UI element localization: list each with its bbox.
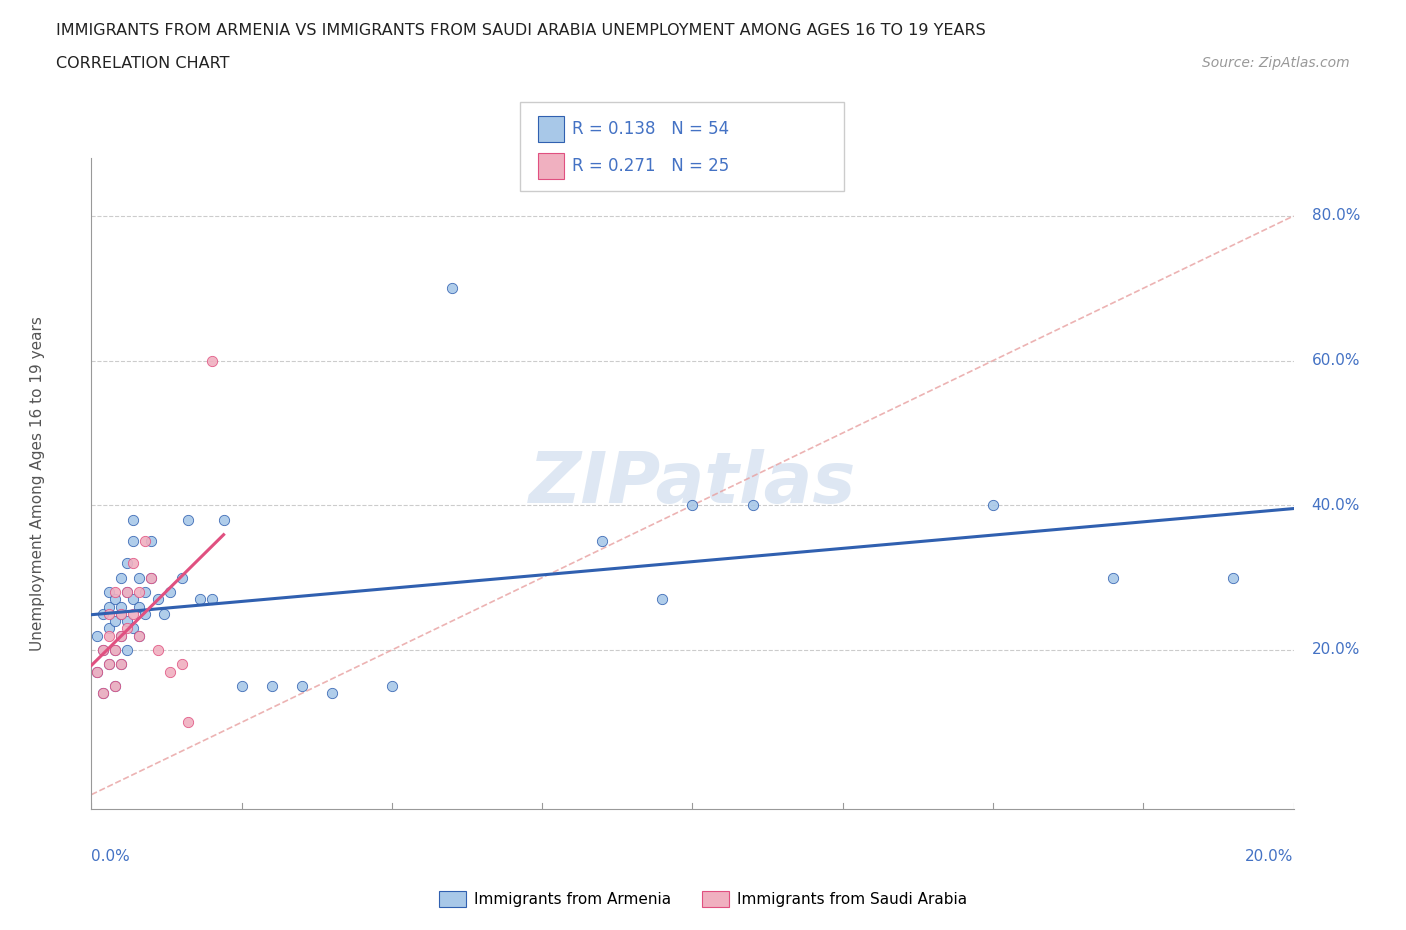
Point xyxy=(86,628,108,643)
Point xyxy=(176,512,198,527)
Point xyxy=(98,585,121,600)
Point xyxy=(321,686,343,701)
Point xyxy=(134,606,156,621)
Text: R = 0.138   N = 54: R = 0.138 N = 54 xyxy=(572,120,730,138)
Point xyxy=(117,556,139,571)
Point xyxy=(201,353,224,368)
Text: IMMIGRANTS FROM ARMENIA VS IMMIGRANTS FROM SAUDI ARABIA UNEMPLOYMENT AMONG AGES : IMMIGRANTS FROM ARMENIA VS IMMIGRANTS FR… xyxy=(56,23,986,38)
Point xyxy=(104,591,127,606)
Point xyxy=(122,606,145,621)
Point xyxy=(134,534,156,549)
Point xyxy=(128,628,150,643)
Text: 40.0%: 40.0% xyxy=(1312,498,1360,512)
Point xyxy=(170,570,193,585)
Text: CORRELATION CHART: CORRELATION CHART xyxy=(56,56,229,71)
Point xyxy=(117,614,139,629)
Point xyxy=(104,585,127,600)
Point xyxy=(110,606,132,621)
Point xyxy=(128,585,150,600)
Point xyxy=(159,664,181,679)
Point xyxy=(201,591,224,606)
Point xyxy=(981,498,1004,512)
Point xyxy=(141,570,163,585)
Point xyxy=(141,570,163,585)
Point xyxy=(159,585,181,600)
Point xyxy=(152,606,174,621)
Point xyxy=(122,512,145,527)
Point xyxy=(146,591,169,606)
Point xyxy=(176,715,198,730)
Point xyxy=(1222,570,1244,585)
Point xyxy=(93,686,115,701)
Point xyxy=(98,599,121,614)
Point xyxy=(117,621,139,636)
Point xyxy=(741,498,763,512)
Point xyxy=(122,621,145,636)
Point xyxy=(212,512,235,527)
Point xyxy=(141,534,163,549)
Point xyxy=(1102,570,1125,585)
Point xyxy=(110,628,132,643)
Text: 20.0%: 20.0% xyxy=(1246,849,1294,864)
Point xyxy=(86,664,108,679)
Point xyxy=(86,664,108,679)
Point xyxy=(681,498,703,512)
Point xyxy=(128,599,150,614)
Text: R = 0.271   N = 25: R = 0.271 N = 25 xyxy=(572,156,730,175)
Point xyxy=(291,679,314,694)
Point xyxy=(122,591,145,606)
Point xyxy=(93,643,115,658)
Point xyxy=(651,591,673,606)
Point xyxy=(104,643,127,658)
Point xyxy=(98,621,121,636)
Text: 80.0%: 80.0% xyxy=(1312,208,1360,223)
Point xyxy=(170,657,193,671)
Text: Unemployment Among Ages 16 to 19 years: Unemployment Among Ages 16 to 19 years xyxy=(30,316,45,651)
Point xyxy=(117,585,139,600)
Point xyxy=(440,281,463,296)
Point xyxy=(117,643,139,658)
Point xyxy=(117,585,139,600)
Point xyxy=(93,686,115,701)
Point xyxy=(93,643,115,658)
Point xyxy=(110,657,132,671)
Text: ZIPatlas: ZIPatlas xyxy=(529,449,856,518)
Point xyxy=(260,679,283,694)
Point xyxy=(110,570,132,585)
Legend: Immigrants from Armenia, Immigrants from Saudi Arabia: Immigrants from Armenia, Immigrants from… xyxy=(433,884,973,913)
Point xyxy=(110,628,132,643)
Text: Source: ZipAtlas.com: Source: ZipAtlas.com xyxy=(1202,56,1350,70)
Point xyxy=(128,628,150,643)
Point xyxy=(110,657,132,671)
Point xyxy=(122,556,145,571)
Point xyxy=(231,679,253,694)
Point xyxy=(98,606,121,621)
Point xyxy=(122,534,145,549)
Point xyxy=(93,606,115,621)
Point xyxy=(188,591,211,606)
Text: 0.0%: 0.0% xyxy=(91,849,131,864)
Point xyxy=(591,534,613,549)
Point xyxy=(104,643,127,658)
Text: 60.0%: 60.0% xyxy=(1312,353,1360,368)
Point xyxy=(98,657,121,671)
Point xyxy=(110,599,132,614)
Point xyxy=(381,679,404,694)
Point xyxy=(104,679,127,694)
Point xyxy=(104,679,127,694)
Point xyxy=(110,606,132,621)
Point xyxy=(98,628,121,643)
Point xyxy=(98,657,121,671)
Point xyxy=(134,585,156,600)
Point xyxy=(104,614,127,629)
Text: 20.0%: 20.0% xyxy=(1312,643,1360,658)
Point xyxy=(128,570,150,585)
Point xyxy=(146,643,169,658)
